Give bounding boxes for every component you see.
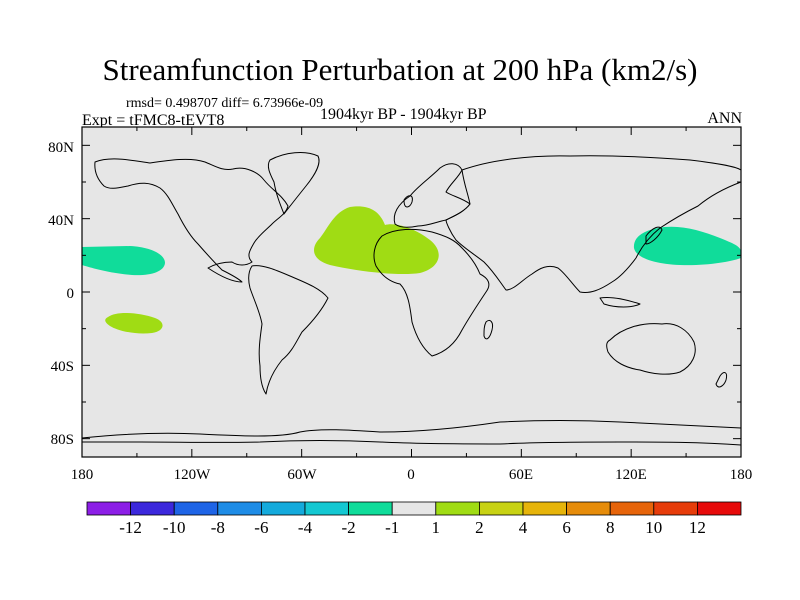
colorbar-swatch [522,501,567,516]
colorbar-label: -12 [119,518,142,537]
colorbar-swatch [217,501,262,516]
coast-madagascar [483,319,493,340]
coast-north-america [94,158,289,283]
coast-south-america [248,265,329,395]
stats-text: rmsd= 0.498707 diff= 6.73966e-09 [126,96,324,111]
colorbar-swatch [391,501,437,516]
colorbar-label: 1 [431,518,441,537]
negative-anomaly-west-pacific [633,226,741,266]
y-label-40s: 40S [50,359,74,375]
y-label-80n: 80N [48,140,74,156]
colorbar-label: 10 [645,518,663,537]
x-label-60e: 60E [508,467,534,483]
colorbar-label: 8 [605,518,615,537]
colorbar-label: 12 [688,518,706,537]
coast-indonesia [599,297,641,308]
x-label-0: 0 [407,467,415,483]
colorbar-swatch [260,501,306,516]
x-label-180w: 180 [70,467,94,483]
positive-anomaly-atlantic [314,206,439,275]
y-label-40n: 40N [48,213,74,229]
coast-uk [403,195,413,208]
colorbar-label: -2 [341,518,356,537]
axis-ticks [81,127,742,457]
y-label-80s: 80S [50,432,74,448]
colorbar-swatch [435,501,480,516]
colorbar-swatch [653,501,698,516]
colorbar-label: -8 [210,518,225,537]
colorbar-swatch [478,501,524,516]
y-label-0: 0 [66,286,75,302]
colorbar [86,501,742,516]
coast-africa [373,228,490,357]
x-label-120w: 120W [173,467,211,483]
colorbar-label: -1 [385,518,400,537]
coast-greenland [267,152,320,215]
colorbar-swatch [304,501,349,516]
colorbar-swatch [86,501,131,516]
positive-anomaly-pacific [105,312,163,334]
coast-australia [606,323,696,375]
coast-asia [445,155,742,293]
x-label-180e: 180 [729,467,753,483]
map-title: Streamfunction Perturbation at 200 hPa (… [102,52,698,87]
coast-europe [393,163,471,228]
coast-new-zealand [715,372,727,388]
colorbar-swatch [697,501,742,516]
season-label: ANN [707,110,742,127]
colorbar-label: 2 [475,518,484,537]
colorbar-label: 6 [562,518,571,537]
colorbar-label: -10 [162,518,186,537]
colorbar-label: -4 [297,518,313,537]
x-label-120e: 120E [615,467,647,483]
x-label-60w: 60W [287,467,317,483]
colorbar-swatch [173,501,219,516]
colorbar-label: 4 [518,518,528,537]
negative-anomaly-east-pacific [82,246,165,276]
colorbar-swatch [609,501,655,516]
colorbar-label: -6 [254,518,269,537]
map-panel [82,127,741,457]
colorbar-swatch [566,501,611,516]
experiment-label: Expt = tFMC8-tEVT8 [82,112,225,129]
colorbar-swatch [348,501,393,516]
period-label: 1904kyr BP - 1904kyr BP [320,106,487,123]
coastlines [81,152,742,446]
coast-japan [645,226,663,245]
colorbar-swatch [130,501,175,516]
